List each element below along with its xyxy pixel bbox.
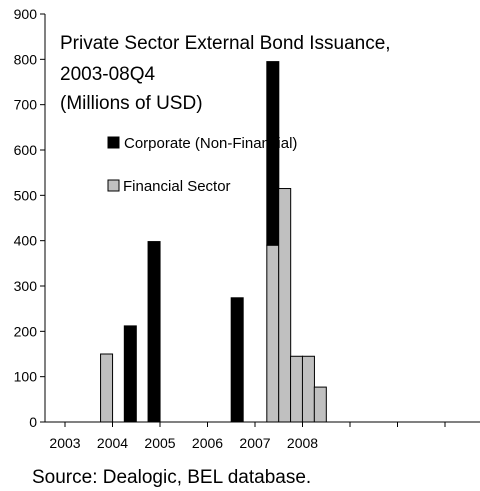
bar-financial-2007Q4 [290,355,304,423]
bar-financial-2007Q3 [278,188,292,423]
y-tick-label: 800 [14,51,38,67]
y-tick-label: 200 [14,323,38,339]
y-tick-label: 0 [29,414,37,430]
bar-corporate-2004Q4 [147,241,161,423]
y-tick-label: 600 [14,142,38,158]
y-tick-label: 300 [14,278,38,294]
bars [100,61,327,423]
x-tick-label: 2006 [192,435,223,451]
x-tick-label: 2003 [49,435,80,451]
y-axis-tick-labels: 0 100 200 300 400 500 600 700 800 900 [14,6,38,430]
chart-title-line-3: (Millions of USD) [60,93,203,114]
y-tick-label: 500 [14,187,38,203]
bar-financial-2003Q4 [100,353,114,423]
bar-financial-2008Q2 [313,386,327,423]
source-note: Source: Dealogic, BEL database. [32,467,311,488]
x-tick-label: 2004 [97,435,128,451]
legend-swatch-financial [107,179,120,192]
x-tick-label: 2005 [144,435,175,451]
bar-financial-2007Q2 [266,244,280,423]
x-tick-label: 2008 [287,435,318,451]
y-tick-label: 900 [14,6,38,22]
bar-corporate-2007Q2 [266,61,280,246]
chart-title-line-2: 2003-08Q4 [60,64,156,85]
legend: Corporate (Non-Financial) Financial Sect… [107,135,297,195]
y-tick-label: 700 [14,97,38,113]
bar-financial-2008Q1 [301,355,315,423]
x-axis [45,421,480,427]
x-tick-label: 2007 [239,435,270,451]
y-axis [40,13,46,423]
y-tick-label: 400 [14,233,38,249]
legend-label-financial: Financial Sector [123,178,231,195]
y-tick-label: 100 [14,369,38,385]
bar-corporate-2004Q2 [123,325,137,423]
chart-title-line-1: Private Sector External Bond Issuance, [60,33,391,54]
legend-label-corporate: Corporate (Non-Financial) [124,135,297,152]
x-axis-tick-labels: 2003 2004 2005 2006 2007 2008 [49,435,318,451]
legend-swatch-corporate [107,136,120,149]
bar-corporate-2006Q3 [230,297,244,423]
